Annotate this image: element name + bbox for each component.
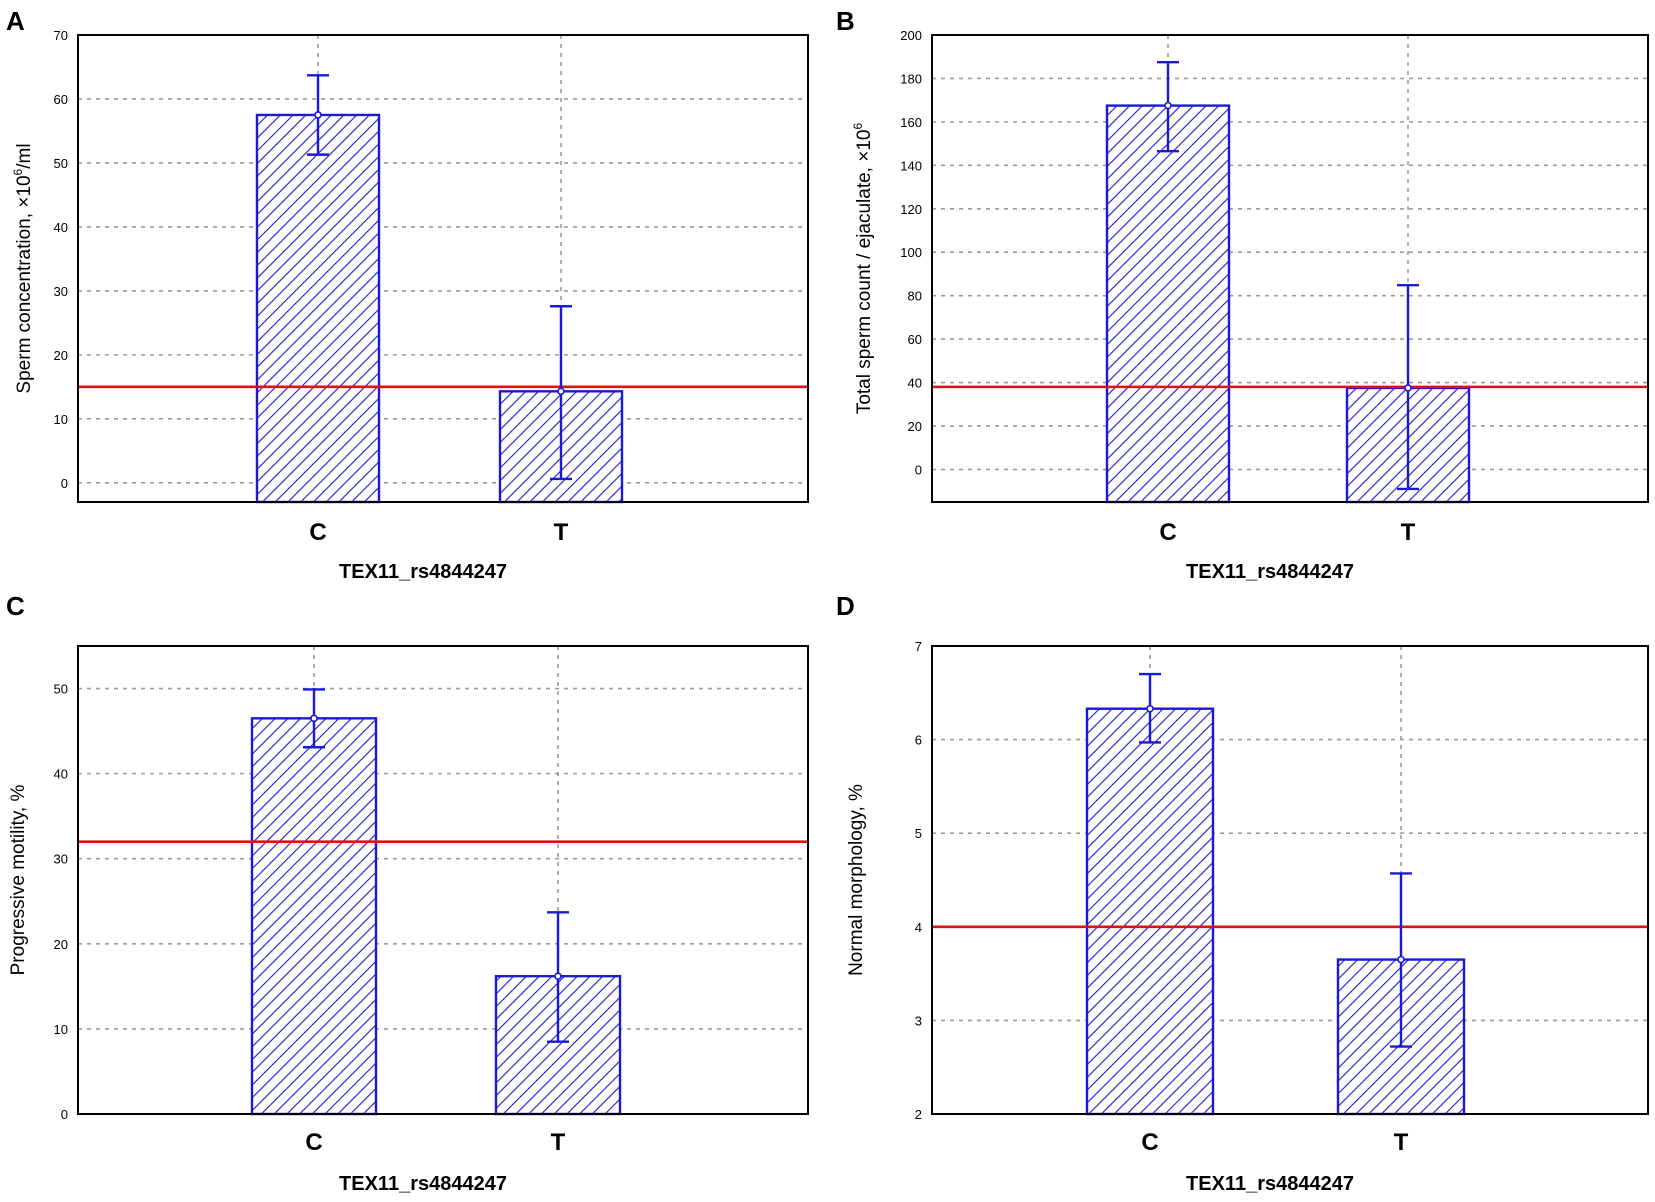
panel-b: B 0 20 40 60 80 100 120 140 160 180 200 C T TEX11_rs48… [836, 6, 1649, 583]
y-tick-label: 140 [900, 158, 922, 173]
y-tick-label: 20 [54, 348, 68, 363]
y-tick-label: 20 [54, 937, 68, 952]
panel-letter: B [836, 6, 855, 36]
y-tick-label: 10 [54, 1022, 68, 1037]
bar-C [255, 113, 381, 504]
plot-frame [931, 645, 1649, 1115]
y-tick-label: 5 [915, 826, 922, 841]
y-axis-label-main: Sperm concentration, ×10 [14, 175, 35, 393]
y-axis-label-main: Progressive motility, % [8, 785, 29, 976]
y-tick-label: 30 [54, 284, 68, 299]
y-tick-label: 50 [54, 682, 68, 697]
panel-letter: C [6, 591, 25, 621]
plot-frame [77, 34, 809, 503]
x-axis-label: TEX11_rs4844247 [339, 561, 507, 583]
mean-marker [554, 972, 562, 980]
y-axis-label-tail: /ml [14, 143, 35, 168]
y-tick-label: 160 [900, 115, 922, 130]
y-tick-label: 4 [915, 920, 922, 935]
mean-marker [1164, 101, 1172, 110]
mean-marker [557, 387, 565, 396]
y-axis-label: Normal morphology, % [846, 784, 867, 976]
y-tick-label: 7 [915, 639, 922, 654]
y-tick-label: 80 [908, 289, 922, 304]
y-axis-label-main: Normal morphology, % [846, 784, 867, 976]
x-tick-label: C [1159, 519, 1176, 546]
plot-frame [931, 34, 1649, 503]
y-tick-label: 0 [61, 476, 68, 491]
y-axis-label-sup: 6 [11, 168, 25, 175]
y-tick-label: 10 [54, 412, 68, 427]
x-tick-label: T [1401, 519, 1416, 546]
panel-letter: D [836, 591, 855, 621]
mean-marker [1397, 955, 1405, 964]
panel-letter: A [6, 6, 25, 36]
bar-C [1085, 707, 1215, 1116]
y-tick-label: 20 [908, 419, 922, 434]
y-tick-label: 40 [54, 767, 68, 782]
x-axis-label: TEX11_rs4844247 [1186, 561, 1354, 583]
y-tick-label: 2 [915, 1107, 922, 1122]
y-tick-label: 180 [900, 71, 922, 86]
mean-marker [1146, 704, 1154, 713]
y-tick-label: 30 [54, 852, 68, 867]
panel-a: A 0 10 20 30 40 50 60 70 C T TEX11_rs4844247 Sperm c… [6, 6, 809, 583]
bar-C [250, 717, 378, 1116]
y-tick-label: 70 [54, 28, 68, 43]
y-tick-label: 40 [908, 376, 922, 391]
y-tick-label: 0 [915, 462, 922, 477]
mean-marker [310, 714, 318, 723]
y-tick-label: 60 [54, 92, 68, 107]
x-tick-label: C [309, 519, 326, 546]
y-axis-label-sup: 6 [851, 123, 865, 130]
mean-marker [314, 111, 322, 119]
x-tick-label: T [554, 519, 569, 546]
y-tick-label: 3 [915, 1013, 922, 1028]
x-tick-label: C [305, 1129, 322, 1156]
x-tick-label: T [551, 1129, 566, 1156]
panel-c: C 0 10 20 30 40 50 C T TEX11_rs4844247 Progressive… [6, 591, 809, 1195]
y-axis-label: Total sperm count / ejaculate, ×106 [851, 123, 875, 415]
y-axis-label: Sperm concentration, ×106/ml [11, 143, 35, 393]
y-tick-label: 200 [900, 28, 922, 43]
x-axis-label: TEX11_rs4844247 [339, 1173, 507, 1195]
panel-d: D 2 3 4 5 6 7 C T TEX11_rs4844247 Normal morpholog… [836, 591, 1649, 1195]
y-tick-label: 120 [900, 202, 922, 217]
y-tick-label: 0 [61, 1107, 68, 1122]
y-tick-label: 60 [908, 332, 922, 347]
y-tick-label: 50 [54, 156, 68, 171]
plot-frame [77, 645, 809, 1115]
y-axis-label: Progressive motility, % [8, 785, 29, 976]
y-tick-label: 100 [900, 245, 922, 260]
x-tick-label: T [1394, 1129, 1409, 1156]
x-tick-label: C [1141, 1129, 1158, 1156]
y-tick-label: 6 [915, 733, 922, 748]
mean-marker [1404, 384, 1412, 392]
x-axis-label: TEX11_rs4844247 [1186, 1173, 1354, 1195]
y-tick-label: 40 [54, 220, 68, 235]
y-axis-label-main: Total sperm count / ejaculate, ×10 [854, 130, 875, 415]
bar-C [1105, 104, 1231, 504]
